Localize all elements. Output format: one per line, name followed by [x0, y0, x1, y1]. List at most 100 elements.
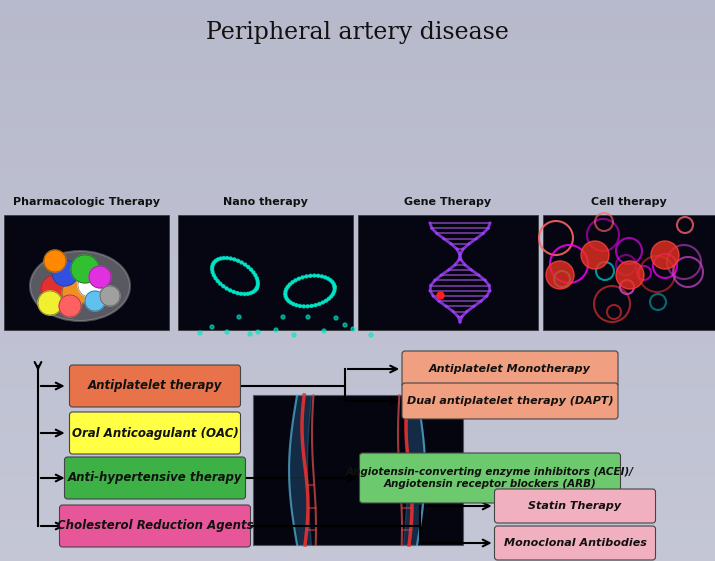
Circle shape [212, 263, 214, 266]
Circle shape [240, 261, 243, 264]
Circle shape [301, 276, 304, 279]
Circle shape [219, 282, 222, 285]
Circle shape [222, 256, 225, 260]
Circle shape [210, 325, 214, 329]
Circle shape [248, 332, 252, 336]
Circle shape [289, 301, 292, 304]
Circle shape [343, 323, 347, 327]
Circle shape [274, 328, 278, 332]
Text: Dual antiplatelet therapy (DAPT): Dual antiplatelet therapy (DAPT) [407, 396, 613, 406]
Circle shape [284, 290, 287, 293]
Circle shape [252, 271, 255, 274]
Circle shape [256, 330, 260, 334]
Circle shape [285, 288, 288, 291]
Text: Nano therapy: Nano therapy [223, 197, 308, 207]
Circle shape [330, 295, 332, 298]
Circle shape [322, 301, 325, 304]
Circle shape [281, 315, 285, 319]
Circle shape [52, 260, 78, 286]
Text: Pharmacologic Therapy: Pharmacologic Therapy [13, 197, 160, 207]
Circle shape [285, 297, 288, 300]
Circle shape [85, 291, 105, 311]
Circle shape [329, 279, 332, 282]
Circle shape [252, 291, 255, 293]
Circle shape [226, 256, 229, 260]
Circle shape [284, 295, 287, 298]
Circle shape [38, 291, 62, 315]
Circle shape [214, 259, 217, 262]
Circle shape [216, 279, 220, 283]
Text: Antiplatelet therapy: Antiplatelet therapy [88, 379, 222, 393]
Circle shape [62, 280, 88, 306]
Text: Anti-hypertensive therapy: Anti-hypertensive therapy [68, 471, 242, 485]
Bar [253, 395, 463, 545]
Circle shape [322, 329, 326, 333]
Text: Antiplatelet Monotherapy: Antiplatelet Monotherapy [429, 364, 591, 374]
FancyBboxPatch shape [495, 489, 656, 523]
Circle shape [310, 305, 313, 307]
Circle shape [44, 250, 66, 272]
FancyBboxPatch shape [69, 412, 240, 454]
Bar [358, 215, 538, 330]
Circle shape [546, 261, 574, 289]
Circle shape [284, 293, 287, 296]
Circle shape [256, 285, 259, 288]
Circle shape [286, 286, 290, 288]
Text: Gene Therapy: Gene Therapy [405, 197, 492, 207]
Circle shape [369, 333, 373, 337]
Ellipse shape [30, 251, 130, 321]
Circle shape [324, 276, 327, 279]
Circle shape [211, 271, 214, 274]
Bar [543, 215, 715, 330]
Circle shape [581, 241, 609, 269]
Circle shape [41, 275, 69, 303]
Circle shape [332, 292, 335, 296]
Circle shape [351, 327, 355, 331]
Circle shape [288, 283, 291, 286]
Circle shape [250, 268, 252, 271]
Circle shape [256, 279, 259, 283]
Circle shape [255, 287, 258, 290]
Circle shape [225, 330, 229, 334]
Text: Peripheral artery disease: Peripheral artery disease [206, 21, 508, 44]
Circle shape [320, 275, 323, 278]
Circle shape [237, 315, 241, 319]
Circle shape [254, 274, 257, 277]
Circle shape [327, 277, 330, 280]
Circle shape [78, 273, 102, 297]
Circle shape [332, 283, 335, 286]
Circle shape [229, 289, 232, 292]
Circle shape [294, 279, 297, 282]
Circle shape [333, 285, 336, 288]
Circle shape [214, 277, 217, 279]
Circle shape [255, 277, 258, 280]
Circle shape [306, 305, 309, 308]
Circle shape [236, 292, 239, 295]
Circle shape [305, 275, 308, 278]
Text: Statin Therapy: Statin Therapy [528, 501, 621, 511]
Circle shape [651, 241, 679, 269]
FancyBboxPatch shape [59, 505, 250, 547]
Circle shape [616, 261, 644, 289]
Circle shape [212, 274, 215, 277]
Circle shape [314, 304, 317, 307]
Circle shape [233, 258, 236, 261]
Circle shape [327, 297, 330, 300]
Circle shape [225, 287, 228, 290]
FancyBboxPatch shape [64, 457, 245, 499]
Circle shape [230, 257, 232, 260]
Circle shape [297, 277, 300, 280]
Bar [178, 215, 353, 330]
Circle shape [211, 268, 214, 271]
Circle shape [217, 258, 220, 261]
Circle shape [292, 333, 296, 337]
Circle shape [292, 302, 295, 306]
Circle shape [313, 274, 316, 277]
Circle shape [244, 263, 247, 266]
Circle shape [302, 305, 305, 308]
Circle shape [255, 287, 258, 290]
Circle shape [240, 292, 242, 295]
Circle shape [89, 266, 111, 288]
Circle shape [334, 316, 338, 320]
Circle shape [291, 281, 294, 284]
